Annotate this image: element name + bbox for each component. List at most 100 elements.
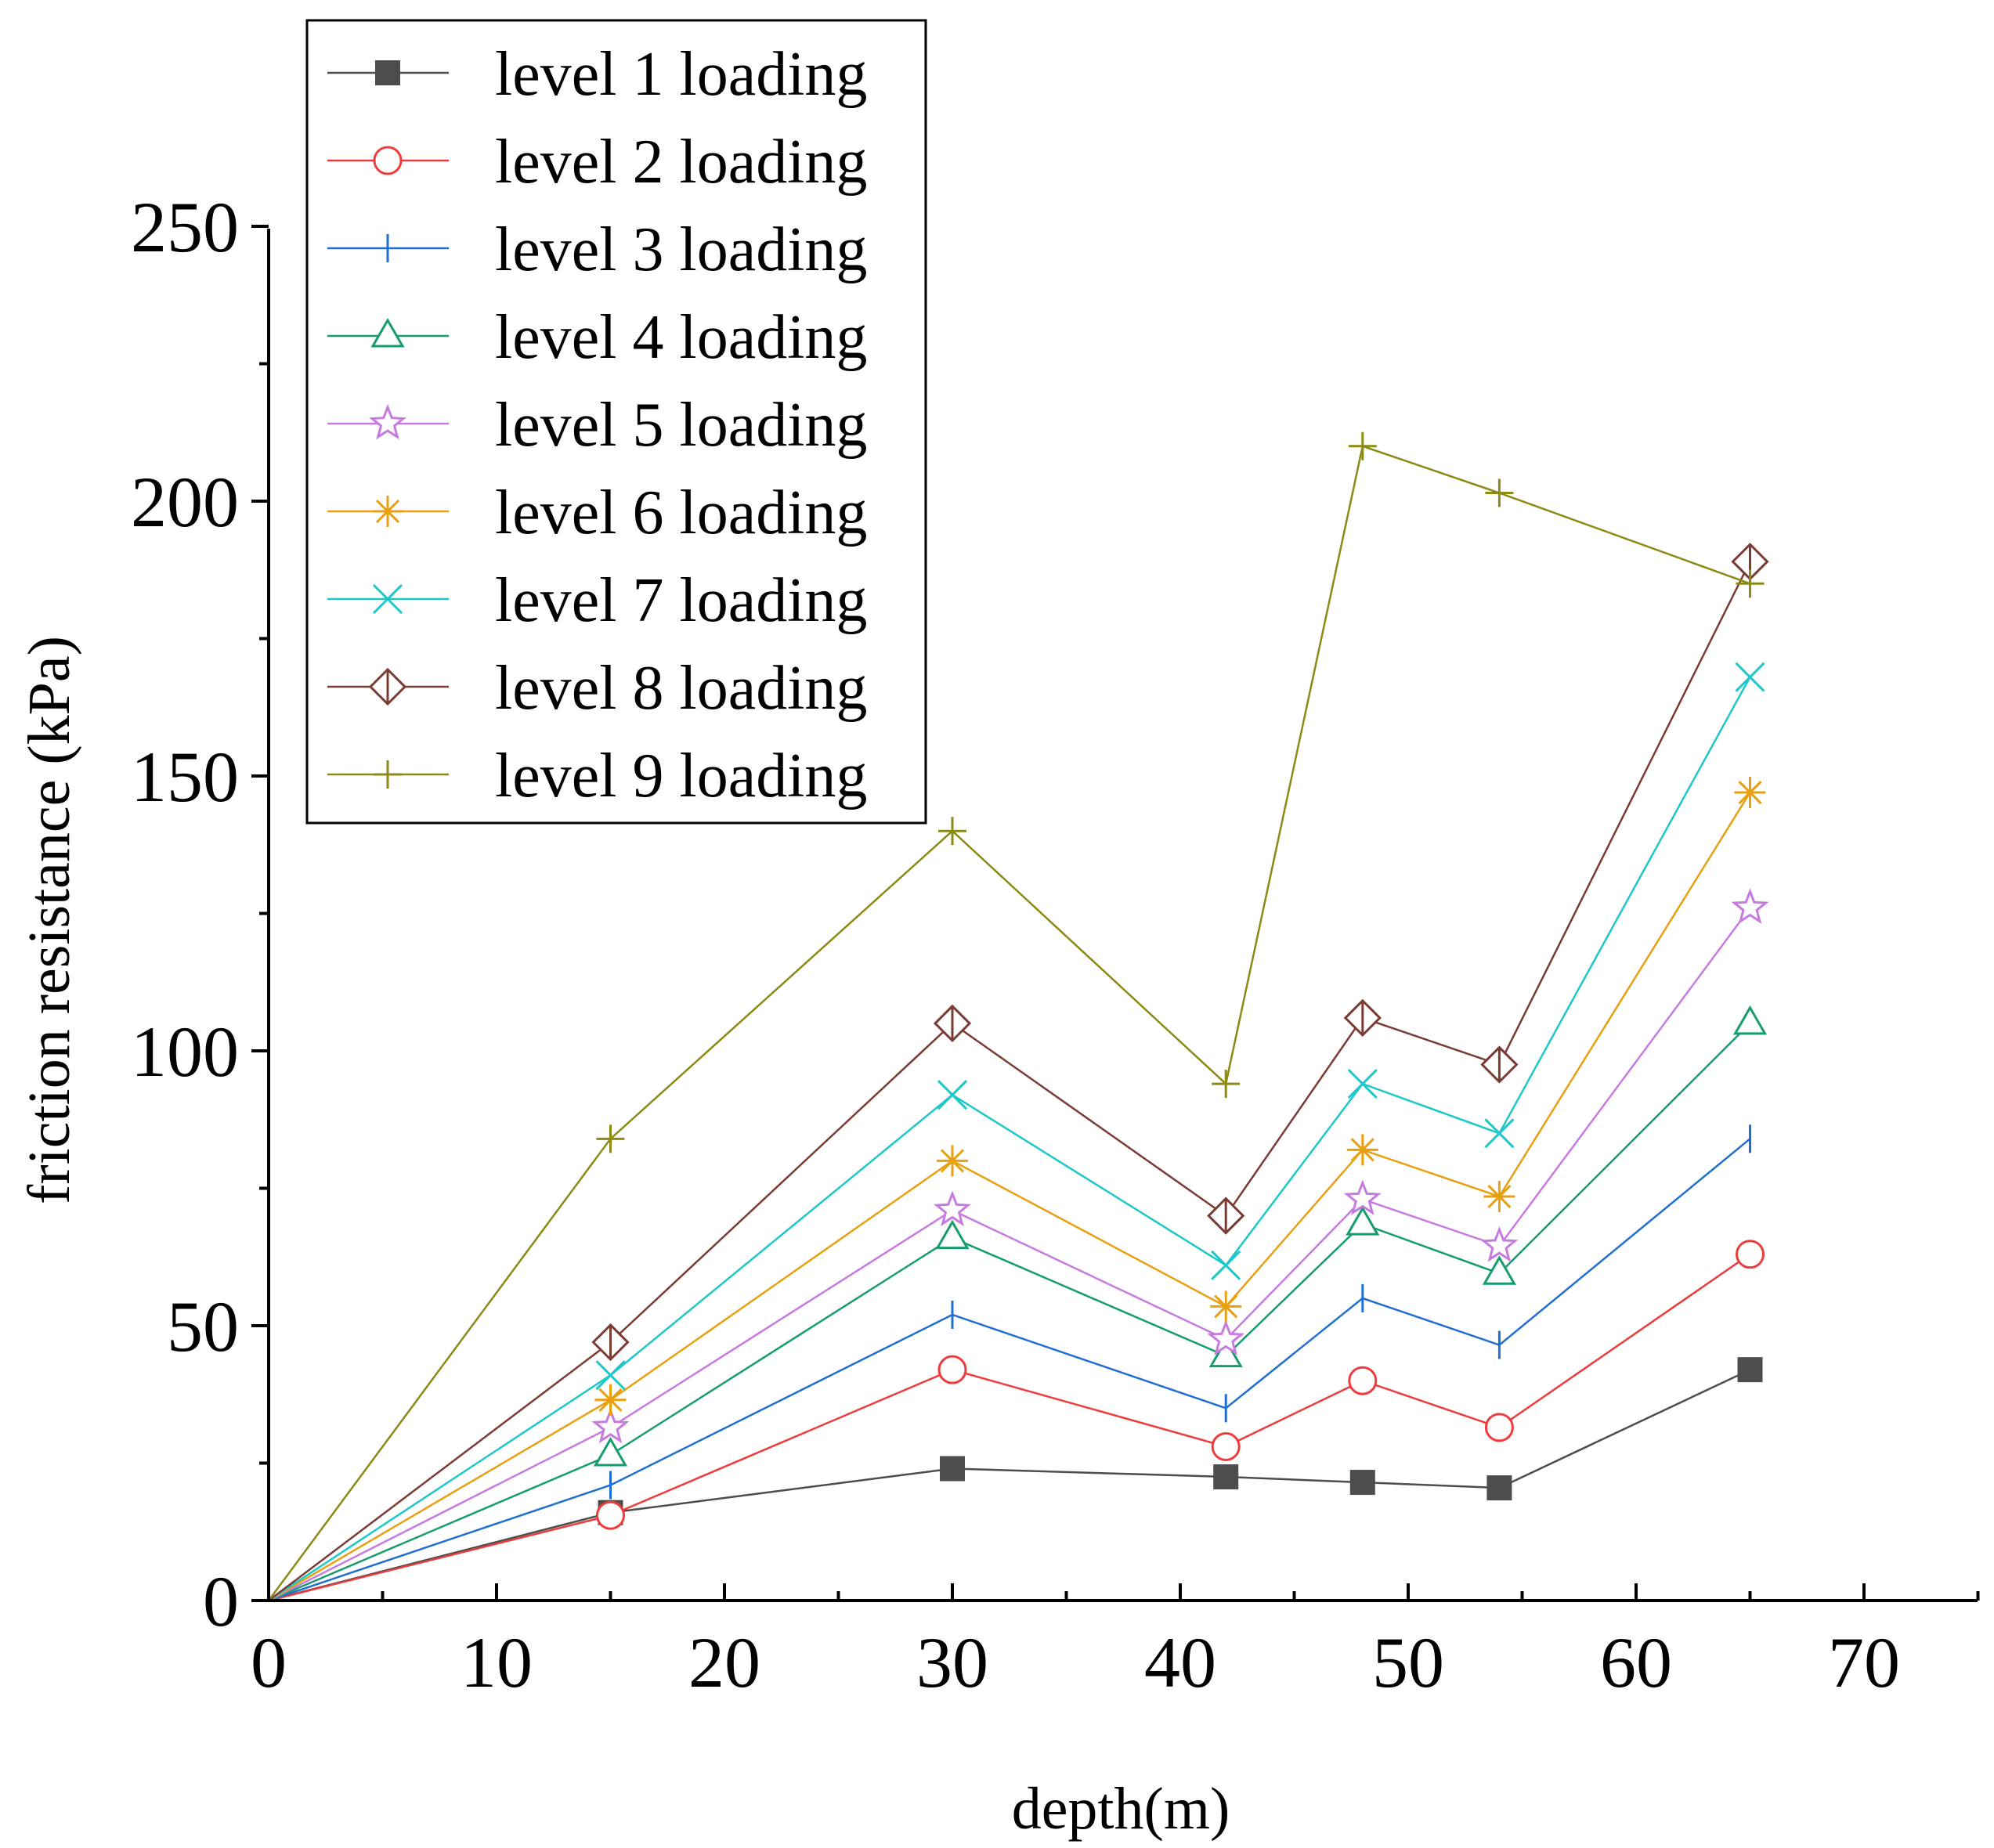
series-level-2-point [596,1500,625,1530]
legend-entry-level-7: level 7 loading [327,566,867,635]
x-tick-label: 10 [461,1622,533,1702]
legend-marker [373,146,403,175]
series-level-6-point [1346,1134,1378,1166]
series-level-2 [268,1240,1765,1602]
x-tick-label: 30 [916,1622,988,1702]
legend-entry-level-5: level 5 loading [327,391,867,460]
legend-entry-level-9: level 9 loading [327,742,867,810]
series-level-4-point [935,1219,970,1250]
series-level-4-line [268,1023,1751,1602]
series-level-4-point [1482,1255,1516,1285]
series-level-2-point [1211,1431,1241,1461]
legend-label: level 1 loading [495,40,867,109]
legend-marker [369,403,406,440]
y-tick-label: 0 [203,1561,239,1641]
plot-area [267,431,1769,1602]
legend-label: level 8 loading [495,654,867,723]
series-level-7-point [937,1080,968,1110]
legend-entry-level-1: level 1 loading [327,40,867,109]
series-level-2-point [1348,1366,1378,1395]
series-level-7-point [1211,1250,1241,1280]
legend-marker [368,667,407,706]
series-level-7-point [595,1360,626,1391]
series-level-2-point [1484,1413,1514,1442]
series-level-9 [267,431,1765,1601]
x-axis-title: depth(m) [1012,1776,1230,1842]
series-level-2-line [268,1253,1751,1602]
series-level-6-point [1734,777,1766,809]
series-level-4-point [1732,1005,1768,1035]
series-level-4-point [593,1436,628,1467]
series-level-9-point [938,817,966,846]
series-level-7 [268,662,1765,1602]
series-level-9-point [1348,431,1377,460]
series-level-5-point [591,1407,630,1444]
y-tick-label: 200 [131,462,239,542]
x-tick-label: 70 [1828,1622,1900,1702]
series-level-6-line [268,792,1751,1602]
x-tick-label: 40 [1144,1622,1216,1702]
series-level-1-point [1737,1357,1763,1383]
legend-entry-level-6: level 6 loading [327,478,867,547]
series-level-1-point [1213,1464,1239,1490]
legend-marker [375,60,400,85]
series-level-4-point [1346,1206,1380,1236]
series-level-5-point [1480,1226,1519,1262]
y-tick-label: 150 [131,737,239,817]
legend-marker [374,760,402,789]
x-tick-label: 0 [251,1622,287,1702]
series-level-5-point [1207,1319,1245,1355]
legend: level 1 loading level 2 loading level 3 lo… [305,19,927,825]
series-level-6-point [1210,1290,1242,1323]
series-level-9-point [1485,478,1514,507]
series-level-5-point [1731,888,1769,924]
legend-label: level 2 loading [495,128,867,197]
legend-label: level 6 loading [495,478,867,547]
legend-marker [372,496,403,527]
series-level-8-point [933,1004,972,1043]
series-level-5-line [268,907,1751,1602]
series-level-1-point [1486,1475,1512,1501]
series-level-8-point [591,1323,630,1362]
y-tick-label: 100 [131,1012,239,1092]
legend-label: level 9 loading [495,742,867,810]
series-level-1-point [1349,1470,1375,1496]
series-level-1-line [268,1369,1751,1602]
legend-entry-level-8: level 8 loading [327,654,867,723]
legend-label: level 3 loading [495,215,867,284]
series-level-4 [268,1005,1768,1602]
series-level-5-point [1343,1179,1382,1215]
series-level-1-point [940,1456,965,1482]
series-level-5 [268,888,1769,1602]
x-tick-label: 60 [1600,1622,1672,1702]
series-level-9-point [596,1124,625,1153]
series-level-7-point [1347,1069,1378,1099]
y-axis-title: friction resistance (kPa) [16,636,82,1204]
series-level-4-point [1208,1337,1243,1368]
x-tick-label: 50 [1372,1622,1444,1702]
legend-marker [372,583,403,615]
series-level-8-point [1480,1045,1519,1084]
series-level-9-point [1736,569,1765,598]
y-tick-label: 250 [131,187,239,267]
legend-entry-level-2: level 2 loading [327,128,867,197]
legend-entry-level-4: level 4 loading [327,303,867,372]
series-level-6-point [1483,1181,1515,1213]
series-level-1 [268,1357,1763,1602]
series-level-3 [268,1124,1751,1602]
legend-label: level 4 loading [495,303,867,372]
axes: 0 10 20 30 40 50 60 70 0 50 100 150 200 250 [131,187,1980,1702]
series-level-8-point [1343,998,1382,1038]
series-level-6-point [594,1384,627,1416]
series-level-6 [268,777,1766,1602]
x-tick-label: 20 [688,1622,760,1702]
legend-entry-level-3: level 3 loading [327,215,867,284]
legend-label: level 7 loading [495,566,867,635]
series-level-8-point [1207,1197,1245,1235]
series-level-9-point [1212,1070,1241,1099]
series-level-6-point [937,1145,968,1177]
series-level-7-point [1484,1118,1515,1149]
series-level-8 [268,543,1769,1601]
legend-box [305,19,927,825]
